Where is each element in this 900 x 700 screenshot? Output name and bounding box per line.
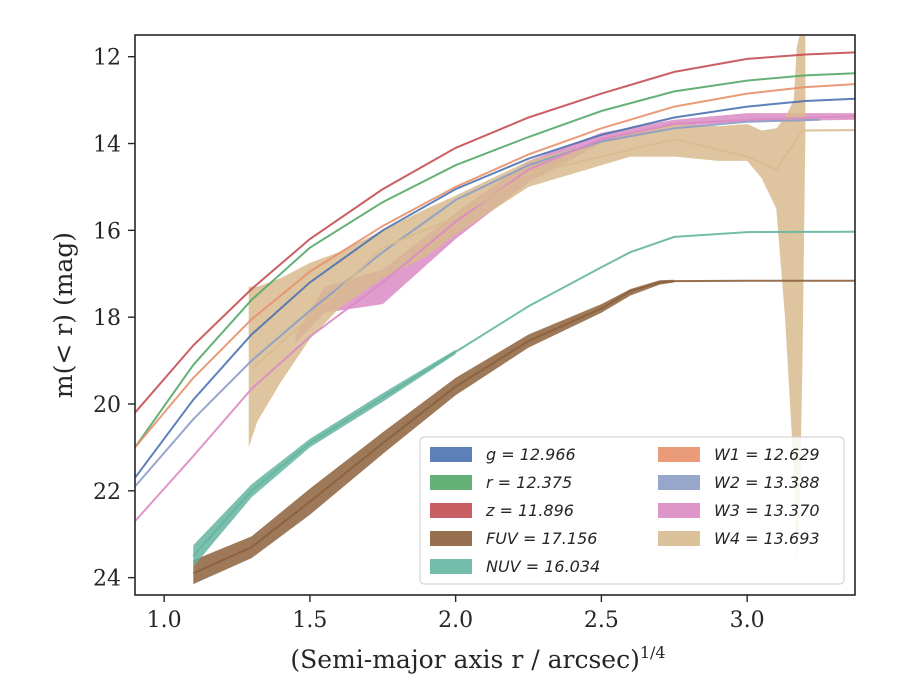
- series-line-g: [135, 97, 855, 479]
- legend-swatch-w3: [658, 503, 700, 518]
- legend-label-fuv: FUV = 17.156: [486, 529, 597, 548]
- legend: g = 12.966 r = 12.375 z = 11.896 FUV = 17.1…: [419, 436, 845, 585]
- x-axis-title-text: (Semi-major axis r / arcsec): [290, 645, 639, 674]
- x-tick-label: 3.0: [730, 608, 765, 633]
- legend-swatch-z: [430, 503, 472, 518]
- legend-box: [419, 436, 845, 585]
- x-tick-label: 2.5: [584, 608, 619, 633]
- plot-area: [135, 35, 855, 585]
- y-tick-label: 20: [93, 393, 121, 418]
- band-fuv: [193, 279, 675, 585]
- series-line-w4: [250, 129, 855, 371]
- legend-label-nuv: NUV = 16.034: [486, 557, 600, 576]
- plot-frame: [134, 34, 856, 596]
- legend-label-r: r = 12.375: [486, 473, 572, 492]
- y-tick-label: 18: [93, 306, 121, 331]
- legend-label-w4: W4 = 13.693: [714, 529, 820, 548]
- series-line-fuv: [192, 279, 855, 575]
- x-axis-title: (Semi-major axis r / arcsec)1/4: [290, 643, 665, 674]
- legend-label-w3: W3 = 13.370: [714, 501, 820, 520]
- legend-swatch-r: [430, 475, 472, 490]
- legend-swatch-g: [430, 447, 472, 462]
- band-nuv: [193, 349, 456, 567]
- series-line-z: [135, 51, 855, 414]
- legend-swatch-fuv: [430, 531, 472, 546]
- legend-label-g: g = 12.966: [486, 445, 576, 464]
- x-axis-title-power: 1/4: [640, 643, 666, 662]
- series-line-r: [135, 72, 855, 448]
- y-tick-label: 22: [93, 480, 121, 505]
- legend-label-z: z = 11.896: [485, 501, 574, 520]
- axes: 1.0 1.5 2.0 2.5 3.0 12 14 16 18 20 22 24: [93, 46, 765, 633]
- x-tick-label: 2.0: [438, 608, 473, 633]
- y-tick-label: 16: [93, 219, 121, 244]
- x-tick-label: 1.5: [292, 608, 327, 633]
- y-axis-title: m(< r) (mag): [49, 232, 78, 398]
- legend-label-w2: W2 = 13.388: [714, 473, 820, 492]
- series-line-w1: [135, 83, 855, 449]
- legend-swatch-w1: [658, 447, 700, 462]
- series-line-w3: [135, 115, 855, 522]
- series-line-w2: [135, 118, 821, 488]
- y-tick-label: 12: [93, 46, 121, 71]
- x-tick-label: 1.0: [147, 608, 182, 633]
- legend-swatch-nuv: [430, 559, 472, 574]
- series-line-nuv: [192, 230, 855, 557]
- legend-swatch-w2: [658, 475, 700, 490]
- legend-label-w1: W1 = 12.629: [714, 445, 820, 464]
- y-tick-label: 14: [93, 133, 121, 158]
- y-tick-label: 24: [93, 567, 121, 592]
- legend-swatch-w4: [658, 531, 700, 546]
